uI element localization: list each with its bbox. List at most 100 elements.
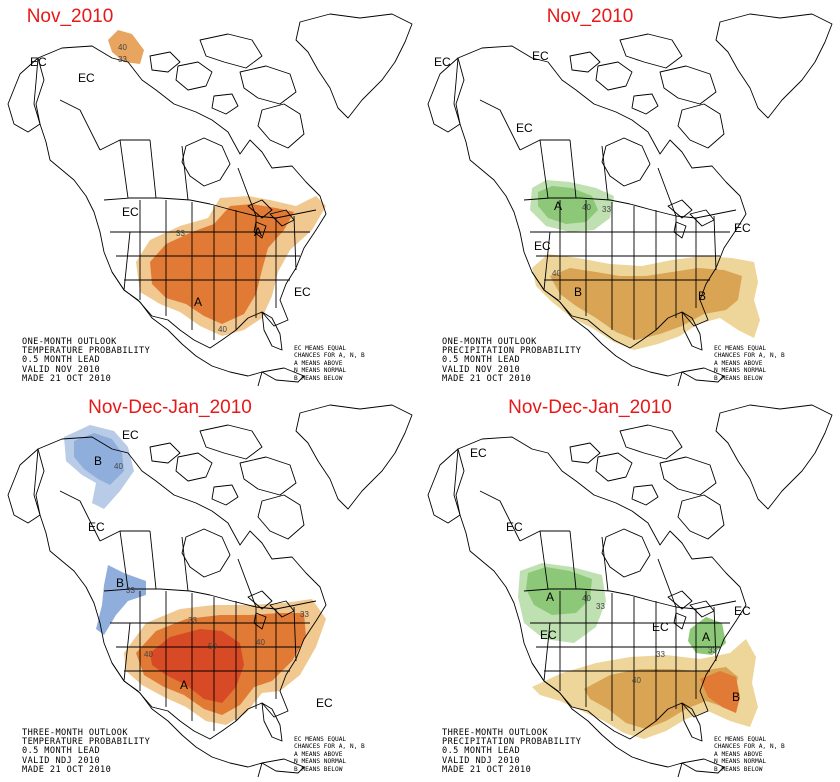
- panel-title: Nov_2010: [546, 6, 634, 27]
- legend-line: B MEANS BELOW: [294, 374, 343, 382]
- legend: EC MEANS EQUAL CHANCES FOR A, N, B A MEA…: [714, 736, 785, 773]
- panel-nov-precipitation: EC EC EC EC EC A B B 40 33 40 Nov_2010 O…: [420, 0, 840, 391]
- info-line: ONE-MONTH OUTLOOK: [22, 337, 117, 347]
- legend-line: N MEANS NORMAL: [714, 367, 767, 375]
- dry-region-south-inner: [584, 667, 738, 729]
- info-line: PRECIPITATION PROBABILITY: [442, 346, 582, 357]
- wet-marker: A: [702, 630, 710, 644]
- wet-marker: A: [546, 590, 554, 604]
- probability-contour-label: 40: [632, 676, 641, 685]
- ec-label: EC: [734, 221, 751, 235]
- legend-line: EC MEANS EQUAL: [714, 345, 767, 352]
- legend-line: EC MEANS EQUAL: [294, 345, 347, 352]
- below-marker: B: [94, 454, 102, 468]
- info-line: MADE 21 OCT 2010: [442, 373, 532, 384]
- above-marker: A: [254, 225, 262, 239]
- legend: EC MEANS EQUAL CHANCES FOR A, N, B A MEA…: [294, 345, 365, 382]
- ec-label: EC: [122, 428, 139, 442]
- ec-label: EC: [470, 446, 487, 460]
- probability-contour-label: 33: [602, 205, 611, 214]
- panel-title: Nov-Dec-Jan_2010: [508, 397, 672, 418]
- panel-ndj-precipitation: EC EC EC EC EC A A B 40 33 33 40 33 Nov-…: [420, 391, 840, 782]
- outlook-info: THREE-MONTH OUTLOOK PRECIPITATION PROBAB…: [442, 728, 581, 775]
- ec-label: EC: [506, 520, 523, 534]
- wet-marker: A: [554, 199, 562, 213]
- ec-label: EC: [534, 239, 551, 253]
- probability-contour-label: 50: [208, 642, 217, 651]
- legend: EC MEANS EQUAL CHANCES FOR A, N, B A MEA…: [714, 345, 785, 382]
- dry-marker: B: [732, 690, 740, 704]
- map-ndj-temperature: EC EC EC B B A 40 33 40 50 33 40 33: [7, 404, 413, 778]
- panel-title: Nov_2010: [26, 6, 114, 27]
- info-line: TEMPERATURE PROBABILITY: [22, 737, 151, 748]
- probability-contour-label: 33: [176, 229, 185, 238]
- info-line: THREE-MONTH OUTLOOK: [22, 728, 128, 738]
- map-nov-temperature: EC EC EC EC A A 40 33 33 40: [7, 13, 413, 387]
- legend-line: B MEANS BELOW: [294, 765, 343, 773]
- info-line: ONE-MONTH OUTLOOK: [442, 337, 537, 347]
- ec-label: EC: [30, 55, 47, 69]
- ec-label: EC: [516, 121, 533, 135]
- ec-label: EC: [88, 520, 105, 534]
- legend: EC MEANS EQUAL CHANCES FOR A, N, B A MEA…: [294, 736, 365, 773]
- probability-contour-label: 40: [552, 269, 561, 278]
- ec-label: EC: [122, 205, 139, 219]
- probability-contour-label: 40: [114, 462, 123, 471]
- below-region-westcoast: [96, 565, 146, 635]
- legend-line: A MEANS ABOVE: [294, 750, 343, 758]
- legend-line: A MEANS ABOVE: [294, 359, 343, 367]
- legend-line: CHANCES FOR A, N, B: [294, 352, 365, 360]
- info-line: THREE-MONTH OUTLOOK: [442, 728, 548, 738]
- probability-contour-label: 33: [188, 616, 197, 625]
- dry-region-south-inner: [550, 268, 742, 340]
- info-line: MADE 21 OCT 2010: [22, 373, 112, 384]
- dry-marker: B: [574, 285, 582, 299]
- above-marker: A: [180, 678, 188, 692]
- map-nov-precipitation: EC EC EC EC EC A B B 40 33 40: [427, 13, 833, 387]
- panel-nov-temperature: EC EC EC EC A A 40 33 33 40 Nov_2010 ONE…: [0, 0, 420, 391]
- probability-contour-label: 40: [118, 43, 127, 52]
- probability-contour-label: 33: [596, 602, 605, 611]
- info-line: MADE 21 OCT 2010: [22, 764, 112, 775]
- above-region-central-inner: [150, 204, 294, 324]
- outlook-info: ONE-MONTH OUTLOOK TEMPERATURE PROBABILIT…: [22, 337, 150, 384]
- probability-contour-label: 40: [582, 594, 591, 603]
- panel-title: Nov-Dec-Jan_2010: [88, 397, 252, 418]
- info-line: VALID NDJ 2010: [22, 755, 101, 766]
- dry-marker: B: [698, 289, 706, 303]
- info-line: 0.5 MONTH LEAD: [442, 746, 521, 757]
- legend-line: CHANCES FOR A, N, B: [294, 743, 365, 751]
- ec-label: EC: [434, 55, 451, 69]
- probability-contour-label: 33: [300, 610, 309, 619]
- legend-line: B MEANS BELOW: [714, 765, 763, 773]
- legend-line: CHANCES FOR A, N, B: [714, 352, 785, 360]
- info-line: VALID NOV 2010: [442, 364, 521, 375]
- probability-contour-label: 40: [218, 325, 227, 334]
- outlook-info: ONE-MONTH OUTLOOK PRECIPITATION PROBABIL…: [442, 337, 582, 384]
- probability-contour-label: 40: [144, 650, 153, 659]
- info-line: 0.5 MONTH LEAD: [22, 746, 101, 757]
- ec-label: EC: [652, 620, 669, 634]
- info-line: MADE 21 OCT 2010: [442, 764, 532, 775]
- ec-label: EC: [532, 49, 549, 63]
- legend-line: CHANCES FOR A, N, B: [714, 743, 785, 751]
- below-region-alaska-inner: [74, 433, 124, 485]
- probability-contour-label: 40: [256, 638, 265, 647]
- legend-line: A MEANS ABOVE: [714, 750, 763, 758]
- probability-contour-label: 33: [118, 55, 127, 64]
- ec-label: EC: [294, 285, 311, 299]
- legend-line: EC MEANS EQUAL: [294, 736, 347, 743]
- probability-contour-label: 33: [656, 650, 665, 659]
- legend-line: EC MEANS EQUAL: [714, 736, 767, 743]
- ec-label: EC: [316, 696, 333, 710]
- probability-contour-label: 40: [582, 203, 591, 212]
- legend-line: N MEANS NORMAL: [714, 758, 767, 766]
- dry-region-southeast-deep: [700, 671, 740, 713]
- legend-line: A MEANS ABOVE: [714, 359, 763, 367]
- probability-contour-label: 33: [708, 646, 717, 655]
- above-region-alaska: [108, 30, 144, 64]
- wet-region-northwest-inner: [526, 567, 592, 615]
- info-line: 0.5 MONTH LEAD: [22, 355, 101, 366]
- legend-line: N MEANS NORMAL: [294, 367, 347, 375]
- ec-label: EC: [540, 628, 557, 642]
